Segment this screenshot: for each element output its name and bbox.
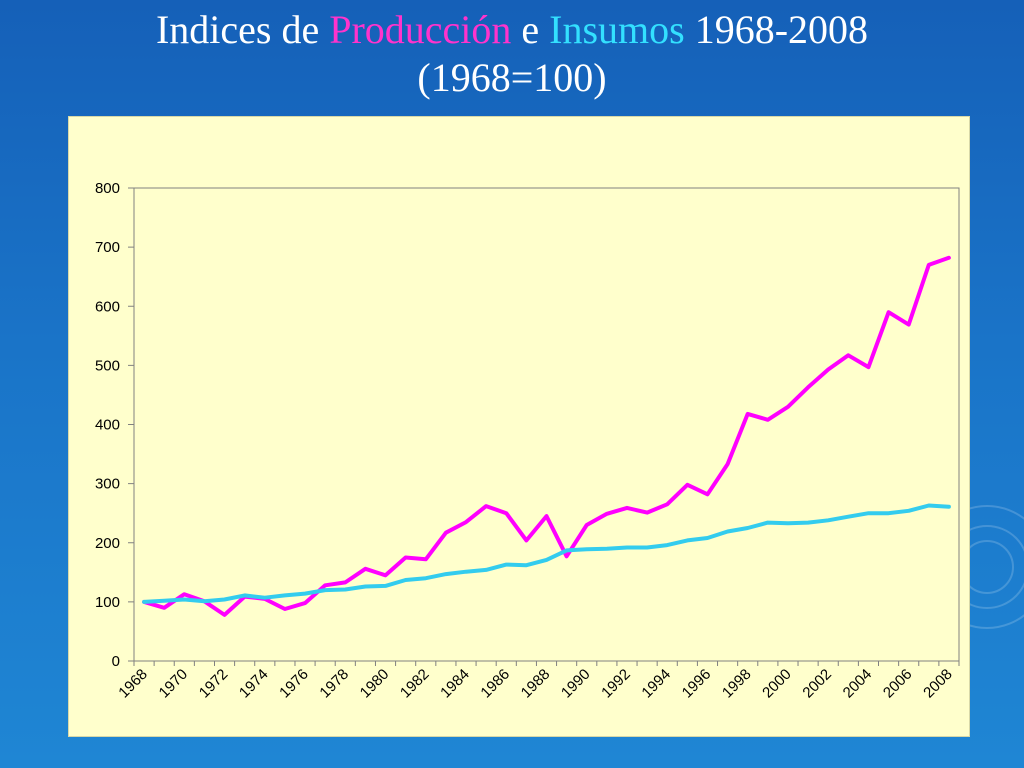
title-line-2: (1968=100) [417,55,607,100]
y-tick-label: 300 [95,476,120,493]
x-tick-label: 1976 [276,666,312,702]
x-axis: 1968 1970 1972 1974 1976 1978 1980 1982 1984 1986… [115,661,960,702]
x-tick-label: 1992 [598,666,634,702]
x-tick-label: 1988 [518,666,554,702]
x-tick-label: 1998 [719,666,755,702]
series-line-1 [142,503,951,604]
series-line-0 [142,255,951,617]
x-tick-label: 2000 [759,666,795,702]
y-tick-label: 100 [95,594,120,611]
x-tick-label: 1996 [679,666,715,702]
x-tick-label: 1970 [156,666,192,702]
x-tick-label: 2002 [799,666,835,702]
x-tick-label: 2006 [880,666,916,702]
x-tick-label: 1972 [196,666,232,702]
x-tick-label: 1968 [115,666,151,702]
title-word-insumos: Insumos [549,7,685,52]
x-tick-label: 1984 [437,666,473,702]
plot-area [133,187,960,662]
y-tick-label: 800 [95,180,120,197]
slide-title: Indices de Producción e Insumos 1968-200… [0,6,1024,102]
y-tick-label: 200 [95,535,120,552]
chart-panel: 0 100 200 300 400 500 600 700 800 1968 1970 1972 19… [68,116,970,737]
title-word-produccion: Producción [329,7,512,52]
x-tick-label: 1974 [236,666,272,702]
x-tick-label: 1986 [477,666,513,702]
x-tick-label: 2004 [840,666,876,702]
y-axis: 0 100 200 300 400 500 600 700 800 [95,180,134,670]
x-tick-label: 1994 [638,666,674,702]
y-tick-label: 600 [95,298,120,315]
y-tick-label: 700 [95,239,120,256]
title-text-prefix: Indices de [155,7,330,52]
x-tick-label: 1978 [316,666,352,702]
y-tick-label: 400 [95,417,120,434]
x-tick-label: 1982 [397,666,433,702]
x-tick-label: 1980 [357,666,393,702]
x-tick-label: 1990 [558,666,594,702]
y-tick-label: 0 [112,653,120,670]
title-text-connector: e [511,7,550,52]
y-tick-label: 500 [95,357,120,374]
title-line-1: Indices de Producción e Insumos 1968-200… [0,6,1024,54]
series-layer [142,255,951,617]
title-text-years: 1968-2008 [684,7,869,52]
x-tick-label: 2008 [920,666,956,702]
